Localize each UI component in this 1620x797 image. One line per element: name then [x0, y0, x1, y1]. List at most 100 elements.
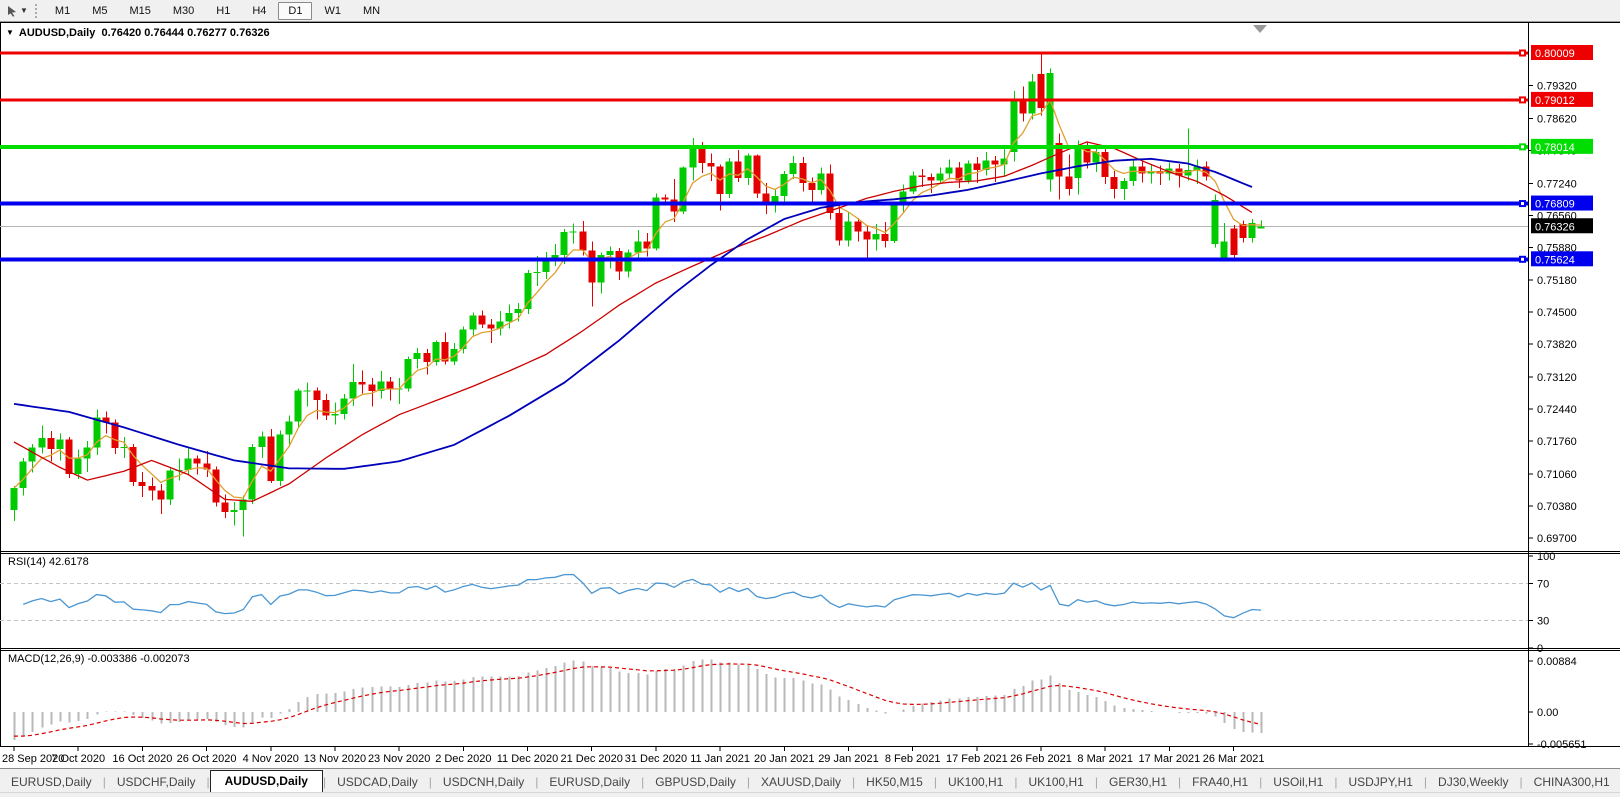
tab-separator: | [1334, 775, 1338, 789]
chevron-down-icon[interactable]: ▼ [20, 6, 28, 15]
macd-name: MACD(12,26,9) [8, 653, 85, 665]
chart-shift-marker-icon[interactable] [1253, 25, 1267, 33]
chart-tab-usdchf-daily[interactable]: USDCHF,Daily [116, 775, 196, 789]
hline-price-text: 0.75624 [1535, 254, 1575, 266]
timeframe-button-h4[interactable]: H4 [252, 4, 267, 17]
chart-tab-china300-h1[interactable]: CHINA300,H1 [1533, 775, 1610, 789]
panel-borders [0, 22, 1620, 747]
chart-layers: 0.793200.786200.779400.772400.765600.758… [0, 22, 1620, 765]
chart-tab-eurusd-daily[interactable]: EURUSD,Daily [549, 775, 631, 789]
timeframe-button-d1[interactable]: D1 [278, 1, 313, 20]
rsi-tick-label: 0 [1537, 643, 1543, 655]
chart-tab-gbpusd-daily[interactable]: GBPUSD,Daily [655, 775, 736, 789]
chart-tab-usoil-h1[interactable]: USOil,H1 [1273, 775, 1324, 789]
chart-tab-usdcad-daily[interactable]: USDCAD,Daily [337, 775, 418, 789]
rsi-tick-label: 70 [1537, 579, 1549, 591]
hline-price-text: 0.78014 [1535, 142, 1575, 154]
price-tick-label: 0.69700 [1537, 533, 1577, 545]
tab-separator: | [322, 775, 327, 789]
date-tick-label: 7 Oct 2020 [51, 753, 105, 765]
hline-price-badge [1531, 91, 1593, 107]
current-price-text: 0.76326 [1535, 221, 1575, 233]
chart-window: 0.793200.786200.779400.772400.765600.758… [0, 22, 1620, 768]
moving-averages-layer [13, 98, 1262, 502]
date-tick-label: 11 Dec 2020 [497, 753, 559, 765]
date-tick-label: 26 Feb 2021 [1010, 753, 1072, 765]
chart-tab-ger30-h1[interactable]: GER30,H1 [1108, 775, 1168, 789]
chart-ohlc-values: 0.76420 0.76444 0.76277 0.76326 [101, 27, 270, 39]
timeframe-button-h1[interactable]: H1 [216, 4, 231, 17]
tab-separator: | [1519, 775, 1523, 789]
chart-tab-fra40-h1[interactable]: FRA40,H1 [1192, 775, 1249, 789]
tab-separator: | [1423, 775, 1428, 789]
price-chart-canvas[interactable]: 0.793200.786200.779400.772400.765600.758… [0, 22, 1620, 768]
date-tick-label: 17 Mar 2021 [1139, 753, 1201, 765]
rsi-tick-label: 100 [1537, 551, 1555, 563]
date-tick-label: 23 Nov 2020 [368, 753, 430, 765]
timeframe-button-m5[interactable]: M5 [92, 4, 108, 17]
tab-separator: | [852, 775, 856, 789]
current-price-badge [1531, 218, 1593, 234]
chart-tab-xauusd-daily[interactable]: XAUUSD,Daily [761, 775, 842, 789]
date-tick-label: 17 Feb 2021 [946, 753, 1008, 765]
ma-fast-line [13, 98, 1262, 499]
timeframe-button-m30[interactable]: M30 [172, 4, 195, 17]
chart-title: ▼ AUDUSD,Daily 0.76420 0.76444 0.76277 0.… [6, 27, 270, 39]
timeframe-button-w1[interactable]: W1 [324, 4, 341, 17]
ma-mid-line [13, 141, 1253, 502]
tab-separator: | [535, 775, 539, 789]
price-tick-label: 0.75880 [1537, 242, 1577, 254]
date-tick-label: 4 Nov 2020 [243, 753, 299, 765]
price-tick-label: 0.71060 [1537, 469, 1577, 481]
price-tick-label: 0.73820 [1537, 339, 1577, 351]
timeframe-button-m15[interactable]: M15 [129, 4, 151, 17]
chart-tab-usdcnh-daily[interactable]: USDCNH,Daily [442, 775, 525, 789]
tab-separator: | [933, 775, 937, 789]
rsi-axis: 100 70 30 0 [0, 551, 1555, 655]
chart-tab-bar: EURUSD,Daily | USDCHF,Daily | AUDUSD,Daily | U… [0, 768, 1620, 793]
date-tick-label: 28 Sep 2020 [2, 753, 64, 765]
chart-tab-dj30-weekly[interactable]: DJ30,Weekly [1438, 775, 1509, 789]
price-tick-label: 0.70380 [1537, 501, 1577, 513]
chart-tabs: EURUSD,Daily | USDCHF,Daily | AUDUSD,Daily | U… [0, 770, 1620, 793]
macd-indicator-label: MACD(12,26,9) -0.003386 -0.002073 [8, 653, 190, 665]
chart-cursor-icon[interactable] [4, 3, 20, 19]
price-tick-label: 0.73120 [1537, 372, 1577, 384]
date-tick-label: 26 Oct 2020 [177, 753, 237, 765]
tab-separator: | [206, 775, 210, 789]
timeframe-button-m1[interactable]: M1 [54, 4, 71, 17]
tab-separator: | [1178, 775, 1182, 789]
hline-price-text: 0.76809 [1535, 199, 1575, 211]
macd-signal-line [14, 663, 1262, 737]
toolbar-grip[interactable] [34, 3, 37, 18]
tab-separator: | [1094, 775, 1098, 789]
chart-tab-uk100-h1[interactable]: UK100,H1 [947, 775, 1004, 789]
date-tick-label: 8 Mar 2021 [1077, 753, 1133, 765]
chart-symbol-label: AUDUSD,Daily [18, 27, 96, 39]
chart-tab-eurusd-daily[interactable]: EURUSD,Daily [11, 775, 92, 789]
collapse-triangle-icon[interactable]: ▼ [6, 28, 14, 37]
price-tick-label: 0.77240 [1537, 178, 1577, 190]
tab-separator: | [1259, 775, 1263, 789]
chart-tab-usdjpy-h1[interactable]: USDJPY,H1 [1348, 775, 1413, 789]
date-tick-label: 11 Jan 2021 [690, 753, 750, 765]
macd-tick-label: 0.00884 [1537, 656, 1577, 668]
timeframe-button-mn[interactable]: MN [362, 4, 381, 17]
price-tick-label: 0.75180 [1537, 275, 1577, 287]
hline-price-badge [1531, 138, 1593, 154]
chart-tab-uk100-h1[interactable]: UK100,H1 [1028, 775, 1084, 789]
macd-values: -0.003386 -0.002073 [87, 653, 190, 665]
price-tick-label: 0.79320 [1537, 80, 1577, 92]
chart-tab-audusd-daily[interactable]: AUDUSD,Daily [209, 770, 323, 793]
top-toolbar: ▼ M1 M5 M15 M30 H1 H4 D1 W1 MN [0, 0, 1620, 22]
tab-separator: | [1014, 775, 1018, 789]
tab-separator: | [746, 775, 751, 789]
tab-separator: | [102, 775, 106, 789]
rsi-line [22, 573, 1262, 619]
price-axis: 0.793200.786200.779400.772400.765600.758… [1528, 80, 1577, 545]
macd-tick-label: -0.005651 [1537, 739, 1587, 751]
hline-price-badge [1531, 251, 1593, 267]
hlines-layer: 0.80009 0.79012 0.78014 0.76809 0.75624 [0, 45, 1593, 267]
chart-tab-hk50-m15[interactable]: HK50,M15 [866, 775, 923, 789]
